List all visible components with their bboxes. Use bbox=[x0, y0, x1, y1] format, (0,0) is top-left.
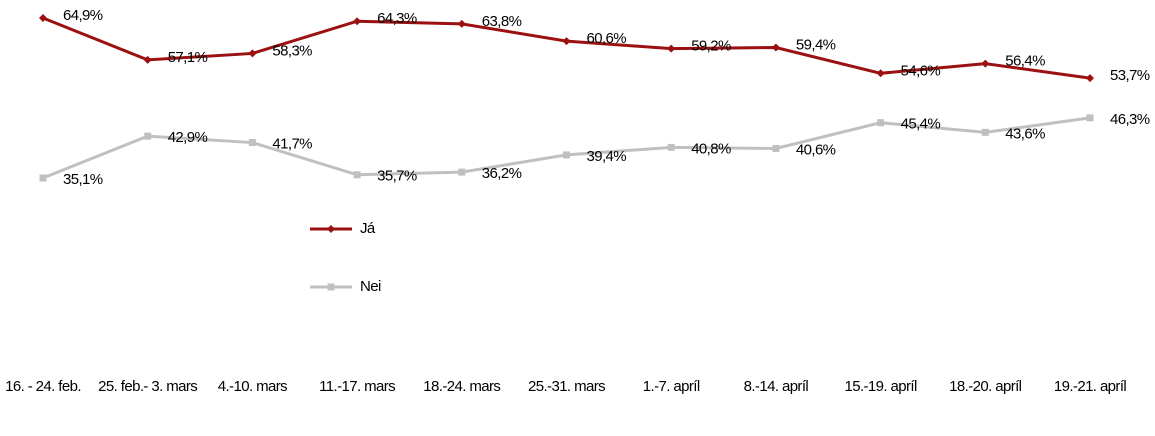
point bbox=[248, 139, 256, 147]
data-label: 64,9% bbox=[63, 7, 103, 24]
data-label: 45,4% bbox=[901, 116, 941, 133]
data-label: 57,1% bbox=[168, 49, 208, 66]
x-tick-label: 15.-19. apríl bbox=[844, 378, 917, 395]
data-label: 42,9% bbox=[168, 129, 208, 146]
data-label: 59,2% bbox=[691, 38, 731, 55]
data-label: 64,3% bbox=[377, 10, 417, 27]
data-label: 46,3% bbox=[1110, 111, 1150, 128]
data-label: 58,3% bbox=[272, 42, 312, 59]
x-tick-label: 25. feb.- 3. mars bbox=[98, 378, 198, 395]
x-tick-label: 8.-14. apríl bbox=[743, 378, 809, 395]
legend-label: Já bbox=[360, 220, 376, 237]
point bbox=[458, 168, 466, 176]
data-label: 35,1% bbox=[63, 171, 103, 188]
data-label: 63,8% bbox=[482, 13, 522, 30]
data-label: 59,4% bbox=[796, 36, 836, 53]
point bbox=[562, 37, 571, 46]
data-label: 43,6% bbox=[1005, 125, 1045, 142]
data-label: 35,7% bbox=[377, 168, 417, 185]
point bbox=[667, 143, 675, 151]
x-tick-label: 1.-7. apríl bbox=[642, 378, 700, 395]
point bbox=[876, 69, 885, 78]
point bbox=[39, 14, 47, 22]
data-label: 40,8% bbox=[691, 140, 731, 157]
point bbox=[877, 119, 885, 127]
point bbox=[248, 49, 257, 58]
point bbox=[143, 55, 152, 64]
data-label: 39,4% bbox=[587, 148, 627, 165]
data-label: 41,7% bbox=[272, 136, 312, 153]
point bbox=[1086, 114, 1094, 122]
point bbox=[1086, 74, 1094, 83]
data-label: 40,6% bbox=[796, 141, 836, 158]
point bbox=[144, 132, 152, 140]
point bbox=[981, 128, 989, 136]
point bbox=[353, 17, 362, 26]
x-tick-label: 16. - 24. feb. bbox=[5, 378, 81, 395]
point bbox=[772, 144, 780, 152]
x-tick-label: 4.-10. mars bbox=[217, 378, 288, 395]
point bbox=[667, 44, 676, 53]
x-tick-label: 18.-20. apríl bbox=[949, 378, 1022, 395]
x-tick-label: 19.-21. apríl bbox=[1053, 378, 1127, 395]
legend-marker bbox=[327, 225, 335, 233]
x-tick-label: 11.-17. mars bbox=[319, 378, 396, 395]
point bbox=[457, 19, 466, 28]
data-label: 54,6% bbox=[901, 62, 941, 79]
x-tick-label: 25.-31. mars bbox=[528, 378, 606, 395]
point bbox=[39, 174, 47, 182]
data-label: 56,4% bbox=[1005, 53, 1045, 70]
x-tick-label: 18.-24. mars bbox=[423, 378, 501, 395]
point bbox=[563, 151, 570, 159]
point bbox=[981, 59, 990, 68]
legend-label: Nei bbox=[360, 278, 381, 295]
point bbox=[771, 43, 780, 52]
data-label: 53,7% bbox=[1110, 67, 1150, 84]
data-label: 60,6% bbox=[587, 30, 627, 47]
legend-marker bbox=[327, 283, 335, 291]
data-label: 36,2% bbox=[482, 165, 522, 182]
point bbox=[353, 171, 361, 179]
